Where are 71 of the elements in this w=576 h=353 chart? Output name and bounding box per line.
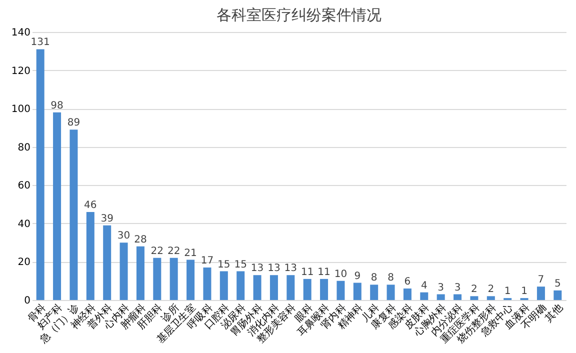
- data-label: 10: [334, 268, 348, 280]
- bar: [403, 288, 412, 300]
- bar: [120, 242, 128, 300]
- y-tick-label: 20: [18, 257, 30, 268]
- data-label: 15: [218, 259, 230, 270]
- data-label: 2: [471, 284, 478, 296]
- bar: [336, 280, 345, 300]
- y-tick-label: 80: [18, 142, 30, 154]
- data-label: 39: [100, 213, 114, 224]
- bar: [70, 130, 78, 300]
- bar: [353, 282, 362, 300]
- bar: [470, 296, 478, 300]
- bar: [153, 258, 162, 300]
- y-tick-label: 100: [11, 104, 30, 116]
- bar: [420, 292, 428, 300]
- bar: [286, 275, 295, 300]
- bar: [386, 284, 395, 300]
- y-tick-label: 0: [24, 296, 30, 306]
- data-label: 28: [134, 234, 147, 246]
- data-label: 7: [538, 274, 544, 286]
- bar: [554, 290, 562, 300]
- data-label: 13: [250, 263, 264, 274]
- data-label: 13: [284, 263, 298, 274]
- bar: [236, 271, 245, 300]
- data-label: 89: [67, 118, 80, 129]
- bar: [536, 286, 545, 300]
- data-label: 3: [454, 282, 461, 294]
- data-label: 15: [234, 259, 247, 270]
- data-label: 8: [388, 272, 394, 284]
- bar: [170, 258, 178, 300]
- data-label: 11: [318, 266, 330, 278]
- data-label: 2: [488, 284, 494, 296]
- y-tick-label: 40: [18, 218, 30, 230]
- bar: [53, 112, 62, 300]
- y-tick-label: 140: [11, 28, 30, 38]
- data-label: 30: [117, 230, 130, 242]
- data-label: 1: [521, 286, 528, 298]
- data-label: 22: [167, 246, 180, 257]
- data-label: 9: [354, 270, 361, 282]
- data-label: 5: [554, 278, 561, 290]
- bar: [303, 278, 312, 300]
- bar: [270, 275, 278, 300]
- data-label: 3: [438, 282, 444, 294]
- bar: [203, 267, 212, 300]
- bar: [136, 246, 144, 300]
- data-label: 131: [30, 37, 50, 48]
- bar: [186, 260, 195, 300]
- data-label: 4: [420, 280, 428, 292]
- bar: [436, 294, 445, 300]
- data-label: 11: [300, 266, 314, 278]
- data-label: 17: [200, 255, 214, 266]
- y-tick-label: 120: [11, 66, 30, 77]
- bar: [486, 296, 495, 300]
- data-label: 6: [404, 276, 411, 288]
- bar: [86, 212, 94, 300]
- bar: [320, 278, 328, 300]
- data-label: 98: [50, 100, 64, 112]
- bar: [253, 275, 262, 300]
- bar: [454, 294, 462, 300]
- data-label: 21: [184, 248, 197, 259]
- data-label: 1: [504, 286, 511, 298]
- data-label: 8: [370, 272, 378, 284]
- bar: [103, 225, 112, 300]
- data-label: 22: [150, 246, 164, 257]
- chart-title: 各科室医疗纠纷案件情况: [216, 6, 382, 24]
- bar: [220, 271, 228, 300]
- bar: [36, 49, 44, 300]
- y-tick-label: 60: [18, 180, 30, 192]
- bar: [370, 284, 378, 300]
- data-label: 13: [268, 263, 280, 274]
- data-label: 46: [84, 200, 97, 211]
